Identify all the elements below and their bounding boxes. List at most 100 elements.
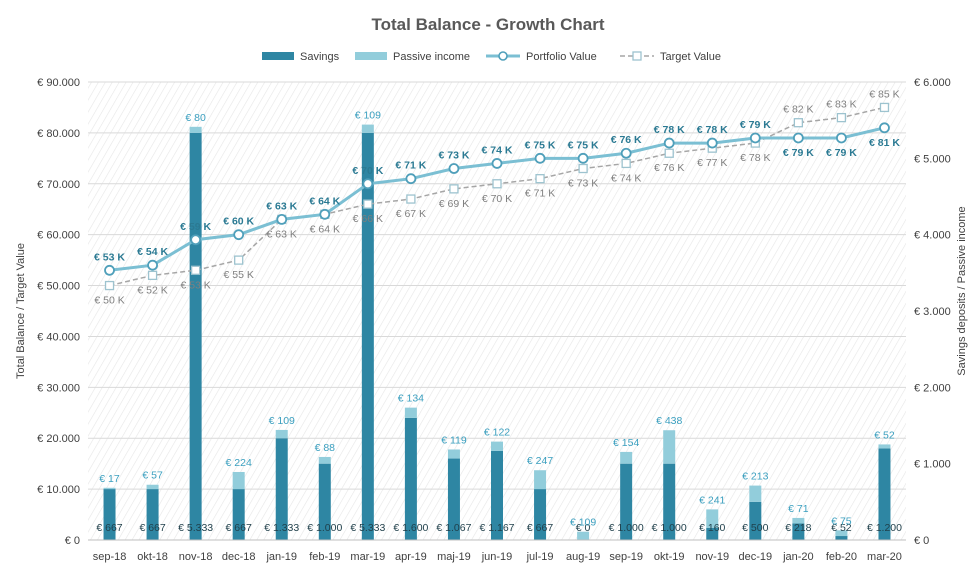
savings-bar <box>189 132 202 540</box>
portfolio-value-marker <box>836 132 847 144</box>
passive-income-bar <box>663 430 676 464</box>
portfolio-value-marker <box>879 122 890 134</box>
portfolio-value-label: € 64 K <box>309 195 340 207</box>
portfolio-value-label: € 71 K <box>395 160 426 172</box>
target-value-label: € 64 K <box>310 223 340 235</box>
passive-income-label: € 122 <box>484 427 510 439</box>
passive-income-bar <box>577 531 590 540</box>
x-tick-label: sep-19 <box>609 551 643 563</box>
savings-bar <box>146 489 159 540</box>
x-tick-label: jan-19 <box>265 551 297 563</box>
portfolio-value-label: € 79 K <box>826 147 857 159</box>
passive-income-label: € 154 <box>613 437 639 449</box>
axes: € 0 € 10.000 € 20.000 € 30.000 € 40.000 € 50.… <box>37 77 951 563</box>
target-value-label: € 53 K <box>180 279 210 291</box>
savings-label: € 52 <box>831 522 852 534</box>
passive-income-bar <box>103 487 116 490</box>
passive-income-label: € 80 <box>185 112 206 124</box>
target-value-label: € 83 K <box>826 99 856 111</box>
passive-income-bar <box>146 484 159 490</box>
right-tick-label: € 1.000 <box>914 459 951 471</box>
passive-income-bar <box>232 471 245 490</box>
portfolio-value-label: € 81 K <box>869 137 900 149</box>
passive-income-bar <box>361 124 374 133</box>
savings-label: € 160 <box>699 522 725 534</box>
left-tick-label: € 80.000 <box>37 128 80 140</box>
target-value-marker <box>793 118 804 128</box>
portfolio-value-label: € 63 K <box>266 200 297 212</box>
target-value-marker <box>879 102 890 113</box>
savings-label: € 1.000 <box>307 522 342 534</box>
legend-label-savings: Savings <box>300 51 340 63</box>
right-axis-label: Savings deposits / Passive income <box>956 206 968 375</box>
passive-income-bar <box>318 456 331 464</box>
portfolio-value-label: € 75 K <box>525 139 556 151</box>
savings-bar <box>792 523 805 540</box>
right-tick-label: € 2.000 <box>914 382 951 394</box>
left-tick-label: € 60.000 <box>37 230 80 242</box>
savings-bar <box>663 463 676 540</box>
target-value-marker <box>836 112 847 123</box>
x-tick-label: mar-20 <box>867 551 902 563</box>
legend-marker-portfolio <box>498 51 508 61</box>
savings-label: € 500 <box>742 522 768 534</box>
portfolio-value-marker <box>706 137 718 149</box>
savings-label: € 1.167 <box>479 522 514 534</box>
passive-income-label: € 57 <box>142 470 163 482</box>
passive-income-label: € 241 <box>699 494 725 506</box>
savings-bar <box>318 463 331 540</box>
portfolio-value-marker <box>276 213 288 225</box>
savings-label: € 1.333 <box>264 522 299 534</box>
right-tick-label: € 6.000 <box>914 77 951 89</box>
passive-income-label: € 119 <box>441 434 467 446</box>
portfolio-value-label: € 75 K <box>568 139 599 151</box>
portfolio-value-marker <box>405 173 417 185</box>
savings-bar <box>620 463 633 540</box>
savings-label: € 1.000 <box>609 522 644 534</box>
target-value-marker <box>363 199 373 209</box>
passive-income-bar <box>620 451 633 464</box>
savings-label: € 667 <box>226 522 252 534</box>
savings-label: € 1.067 <box>436 522 471 534</box>
passive-income-bar <box>878 444 891 449</box>
passive-income-bar <box>534 470 547 490</box>
passive-income-bar <box>792 517 805 524</box>
portfolio-value-marker <box>577 152 589 164</box>
target-value-label: € 67 K <box>396 208 426 220</box>
savings-bar <box>835 536 848 540</box>
portfolio-value-label: € 74 K <box>482 144 513 156</box>
passive-income-label: € 224 <box>226 457 252 469</box>
portfolio-value-marker <box>749 132 761 144</box>
passive-income-label: € 75 <box>831 515 852 527</box>
x-tick-label: nov-18 <box>179 551 213 563</box>
x-tick-label: feb-20 <box>826 551 857 563</box>
x-tick-label: okt-18 <box>137 551 168 563</box>
passive-income-bar <box>835 530 848 537</box>
portfolio-value-marker <box>104 264 115 276</box>
portfolio-value-label: € 78 K <box>654 124 685 136</box>
target-value-marker <box>406 194 416 204</box>
x-tick-label: dec-19 <box>738 551 772 563</box>
x-tick-label: aug-19 <box>566 551 600 563</box>
left-tick-label: € 90.000 <box>37 77 80 89</box>
savings-bar <box>103 489 116 540</box>
savings-bar <box>491 450 503 540</box>
x-tick-label: jul-19 <box>526 551 554 563</box>
portfolio-value-label: € 54 K <box>137 246 168 258</box>
right-tick-label: € 3.000 <box>914 306 951 318</box>
savings-bar <box>447 458 460 540</box>
target-value-label: € 82 K <box>783 104 813 116</box>
x-tick-label: dec-18 <box>222 551 256 563</box>
savings-bar <box>706 527 719 540</box>
x-tick-label: apr-19 <box>395 551 427 563</box>
passive-income-label: € 17 <box>99 473 120 485</box>
x-tick-label: nov-19 <box>695 551 729 563</box>
target-value-label: € 70 K <box>482 193 512 205</box>
left-tick-label: € 40.000 <box>37 331 80 343</box>
passive-income-label: € 134 <box>398 393 424 405</box>
bars <box>103 124 891 540</box>
target-value-label: € 50 K <box>94 295 124 307</box>
x-tick-label: mar-19 <box>350 551 385 563</box>
savings-bar <box>534 489 547 540</box>
